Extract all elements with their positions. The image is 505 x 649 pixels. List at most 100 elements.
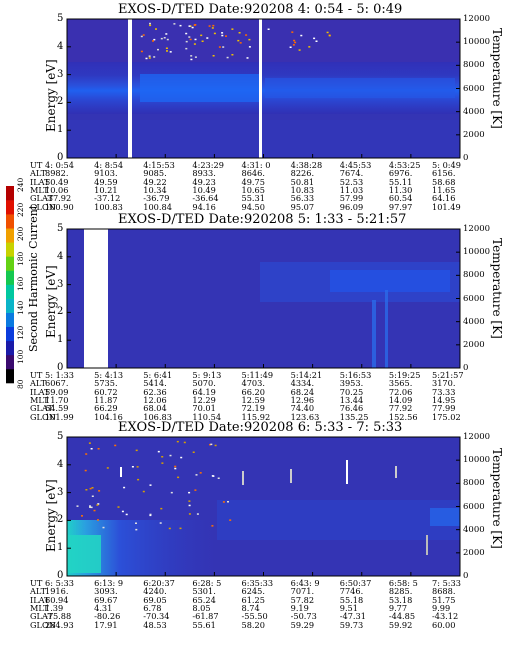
speck [212,24,215,27]
ephemeris-value: -37.12 [94,193,121,204]
speck [194,38,197,41]
y2-tick-label: 6000 [463,83,485,94]
ephemeris-value: 55.18 [339,594,364,605]
ephemeris-value: 284.93 [45,619,74,630]
ephemeris-value: 11.87 [94,394,118,405]
ephemeris-value: 4:53:25 [388,160,421,170]
speck [221,32,224,34]
ephemeris-value: 115.92 [241,411,271,422]
ephemeris-value: 101.49 [432,201,461,212]
speck [231,28,234,30]
ephemeris-value: 72.19 [241,403,265,414]
ephemeris-value: 60.00 [432,619,456,630]
speck [221,34,224,37]
colorbar-tick-label: 200 [16,226,25,242]
panel-3-band [217,500,460,540]
speck [308,46,311,48]
ephemeris-value: 56.33 [290,193,315,204]
speck [102,526,105,529]
ephemeris-value: 62.36 [143,386,167,397]
speck [166,50,168,52]
ephemeris-value: -47.31 [339,611,366,622]
ephemeris-value: 69.67 [94,594,118,605]
speck [91,487,94,489]
ephemeris-row-label: ILAT [30,386,50,397]
speck [210,443,213,446]
ephemeris-row-label: GLON [30,411,56,422]
panel-3-streak-4 [346,460,348,484]
ephemeris-value: 152.56 [388,411,418,422]
ephemeris-row-label: UT [30,370,43,380]
ephemeris-value: -37.92 [45,193,72,204]
ephemeris-value: 6976. [388,168,413,179]
speck [192,451,195,453]
ephemeris-value: 3093. [94,586,118,597]
ephemeris-value: 5:19:25 [388,370,421,380]
speck [293,39,296,42]
speck [149,514,152,517]
y-tick-label: 4 [57,40,64,52]
ephemeris-value: 10.34 [143,184,167,195]
speck [160,507,163,510]
speck [89,505,91,507]
ephemeris-value: 49.22 [143,176,167,187]
speck [196,513,199,515]
ephemeris-value: 55.11 [388,176,413,187]
speck [189,38,192,41]
ephemeris-value: 106.83 [143,411,172,422]
colorbar-segment [6,340,14,356]
ephemeris-value: 5:14:21 [290,370,323,380]
ephemeris-value: 59.73 [339,619,364,630]
y2-tick-label: 10000 [463,455,491,466]
ephemeris-value: 13.44 [339,394,364,405]
y-tick-label: 1 [57,124,64,136]
ephemeris-value: 12.06 [143,394,167,405]
ephemeris-row-label: ILAT [30,176,50,187]
colorbar-segment [6,186,14,201]
panel-3-specks [76,440,232,531]
speck [163,37,166,39]
ephemeris-value: 96.09 [339,201,364,212]
y2-tick-label: 2000 [463,547,485,558]
speck [165,33,168,35]
speck [157,450,160,453]
ephemeris-value: 5: 9:13 [192,370,222,380]
speck [165,47,168,49]
ephemeris-value: -61.87 [192,611,219,622]
ephemeris-value: 66.20 [241,386,265,397]
speck [313,37,316,40]
speck [170,491,173,494]
speck [190,55,193,57]
ephemeris-value: 6156. [432,168,456,179]
y-tick-label: 1 [57,542,64,554]
ephemeris-value: 6067. [45,378,69,389]
y-tick-label: 3 [57,486,64,498]
ephemeris-value: 49.75 [241,176,265,187]
y-tick-label: 3 [57,68,64,80]
ephemeris-value: 9.77 [388,602,408,613]
speck [142,490,145,493]
ephemeris-value: 17.91 [94,619,118,630]
panel-3-streak-5 [395,466,397,478]
speck [300,34,303,37]
speck [212,55,215,57]
ephemeris-row-label: GLAT [30,403,53,414]
ephemeris-row-label: ALT [30,168,47,179]
speck [213,32,216,35]
ephemeris-value: 12.59 [241,394,265,405]
ephemeris-value: 8.05 [192,602,211,613]
ephemeris-value: 64.59 [45,403,69,414]
ephemeris-value: 9.51 [339,602,358,613]
colorbar-tick-label: 120 [16,325,25,340]
ephemeris-value: 60.94 [45,594,69,605]
ephemeris-value: 9.99 [432,602,451,613]
speck [142,34,145,36]
ephemeris-row-label: MLT [30,394,49,405]
ephemeris-row-label: ALT [30,586,47,597]
panel-3-title: EXOS-D/TED Date:920208 6: 5:33 - 7: 5:33 [118,420,403,435]
y2-tick-label: 6000 [463,293,485,304]
ephemeris-value: 6: 5:33 [45,578,74,588]
speck [201,40,204,42]
speck [227,501,229,503]
ephemeris-value: 6:43: 9 [290,578,320,588]
